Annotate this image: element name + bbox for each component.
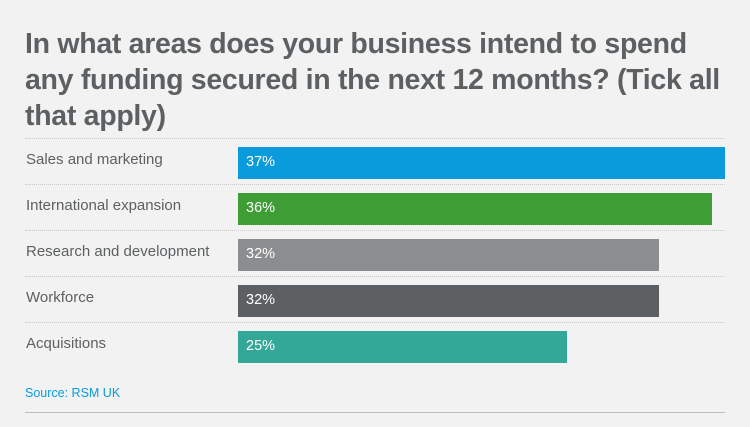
chart-row: Acquisitions 25% (25, 323, 725, 368)
chart-row: Research and development 32% (25, 231, 725, 277)
bar-value-label: 36% (246, 200, 276, 216)
bar: 36% (238, 193, 712, 225)
bar: 25% (238, 331, 567, 363)
bar: 32% (238, 285, 659, 317)
category-label: Acquisitions (26, 335, 107, 352)
category-label: Workforce (26, 289, 95, 306)
chart-title: In what areas does your business intend … (25, 28, 720, 132)
bar-value-label: 25% (246, 338, 276, 354)
bar-value-label: 32% (246, 246, 276, 262)
bar-chart: Sales and marketing 37% International expa… (25, 138, 725, 368)
bar-value-label: 32% (246, 292, 276, 308)
chart-row: International expansion 36% (25, 185, 725, 231)
source-note: Source: RSM UK (25, 386, 121, 400)
category-label: Sales and marketing (26, 151, 163, 168)
bar: 32% (238, 239, 659, 271)
bar-value-label: 37% (246, 154, 276, 170)
bar: 37% (238, 147, 725, 179)
bottom-divider (25, 412, 725, 413)
category-label: Research and development (26, 243, 210, 260)
chart-row: Sales and marketing 37% (25, 138, 725, 185)
chart-row: Workforce 32% (25, 277, 725, 323)
category-label: International expansion (26, 197, 182, 214)
